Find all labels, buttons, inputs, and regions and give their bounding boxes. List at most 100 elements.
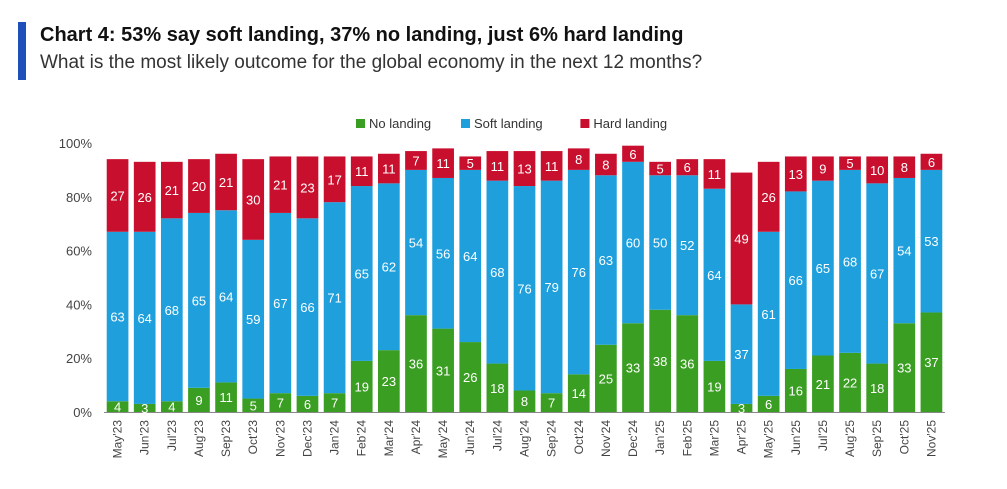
data-label: 66	[300, 300, 314, 315]
data-label: 68	[165, 303, 179, 318]
bar-stack: 7 79 11 Sep'24	[540, 151, 563, 457]
bar-segment	[350, 156, 373, 187]
legend-swatch	[461, 119, 470, 128]
bar-stack: 31 56 11 May'24	[432, 148, 454, 458]
data-label: 50	[653, 236, 667, 251]
data-label: 61	[761, 307, 775, 322]
data-label: 6	[765, 397, 772, 412]
bar-segment	[432, 328, 454, 412]
bar-segment	[812, 156, 834, 181]
data-label: 11	[382, 162, 396, 177]
bar-stack: 6 61 26 May'25	[757, 161, 780, 458]
bar-segment	[133, 161, 156, 232]
data-label: 68	[843, 254, 857, 269]
data-label: 76	[572, 265, 586, 280]
data-label: 6	[304, 397, 311, 412]
data-label: 26	[137, 190, 151, 205]
x-tick-label: Dec'23	[300, 420, 314, 457]
data-label: 11	[708, 167, 722, 182]
data-label: 71	[327, 291, 341, 306]
bar-segment	[269, 212, 292, 394]
bar-stack: 33 54 8 Oct'25	[893, 156, 916, 454]
x-tick-label: Dec'24	[626, 420, 640, 457]
bar-stack: 5 59 30 Oct'23	[242, 159, 265, 454]
bar-stack: 36 54 7 Apr'24	[405, 151, 427, 454]
x-tick-label: Jul'24	[490, 420, 504, 451]
bar-segment	[893, 156, 916, 178]
bar-stack: 3 37 49 Apr'25	[730, 172, 753, 454]
data-label: 11	[491, 159, 505, 174]
bar-segment	[378, 350, 400, 412]
data-label: 6	[629, 147, 636, 162]
data-label: 64	[137, 311, 151, 326]
y-tick-label: 20%	[66, 351, 92, 366]
data-label: 16	[789, 383, 803, 398]
y-tick-label: 60%	[66, 244, 92, 259]
x-tick-label: Feb'25	[680, 420, 694, 457]
data-label: 18	[490, 381, 504, 396]
x-tick-label: Feb'24	[355, 420, 369, 457]
x-tick-label: Nov'23	[273, 420, 287, 457]
x-tick-label: Jun'24	[463, 420, 477, 455]
bar-segment	[513, 390, 536, 412]
data-label: 76	[517, 281, 531, 296]
bar-segment	[622, 161, 644, 324]
bar-segment	[540, 180, 563, 394]
data-label: 21	[165, 183, 179, 198]
x-tick-label: Mar'24	[382, 420, 396, 457]
bar-segment	[649, 309, 671, 412]
bar-segment	[595, 344, 617, 412]
bar-segment	[784, 156, 807, 192]
data-label: 65	[816, 261, 830, 276]
bar-stack: 7 67 21 Nov'23	[269, 156, 292, 457]
bar-segment	[676, 175, 699, 316]
data-label: 64	[219, 289, 233, 304]
data-label: 60	[626, 236, 640, 251]
bar-segment	[486, 180, 509, 364]
bar-stack: 37 53 6 Nov'25	[920, 153, 943, 457]
x-tick-label: Sep'23	[219, 420, 233, 457]
data-label: 25	[599, 371, 613, 386]
data-label: 21	[816, 377, 830, 392]
bar-segment	[296, 218, 319, 396]
bar-segment	[595, 175, 617, 345]
bar-segment	[730, 304, 753, 404]
data-label: 53	[924, 234, 938, 249]
data-label: 62	[382, 260, 396, 275]
x-tick-label: Oct'24	[572, 420, 586, 455]
data-label: 64	[707, 268, 721, 283]
data-label: 38	[653, 354, 667, 369]
data-label: 19	[354, 379, 368, 394]
bar-segment	[323, 156, 346, 203]
bar-segment	[459, 342, 482, 412]
bar-segment	[160, 401, 183, 412]
bar-segment	[703, 159, 726, 189]
bar-segment	[350, 186, 373, 361]
x-tick-label: Apr'24	[409, 420, 423, 455]
legend-label: Soft landing	[474, 116, 543, 131]
data-label: 11	[436, 156, 450, 171]
data-label: 36	[680, 357, 694, 372]
legend: No landing Soft landing Hard landing	[356, 116, 667, 131]
bar-segment	[242, 398, 265, 412]
bar-stack: 19 65 11 Feb'24	[350, 156, 373, 457]
data-label: 3	[141, 401, 148, 416]
bar-segment	[459, 169, 482, 343]
data-label: 9	[195, 393, 202, 408]
bar-stack: 4 63 27 May'23	[106, 159, 129, 458]
x-tick-label: Nov'24	[599, 420, 613, 457]
bar-stack: 9 65 20 Aug'23	[188, 159, 210, 457]
bar-segment	[486, 151, 509, 181]
chart-title: Chart 4: 53% say soft landing, 37% no la…	[40, 24, 684, 46]
bar-segment	[595, 153, 617, 176]
x-tick-label: May'24	[436, 420, 450, 459]
bar-segment	[405, 315, 427, 412]
legend-item: Soft landing	[461, 116, 543, 131]
y-tick-label: 0%	[73, 405, 92, 420]
bar-segment	[622, 145, 644, 162]
legend-label: Hard landing	[593, 116, 667, 131]
data-label: 67	[273, 296, 287, 311]
bar-segment	[215, 210, 237, 383]
bar-segment	[920, 153, 943, 170]
y-tick-label: 40%	[66, 297, 92, 312]
